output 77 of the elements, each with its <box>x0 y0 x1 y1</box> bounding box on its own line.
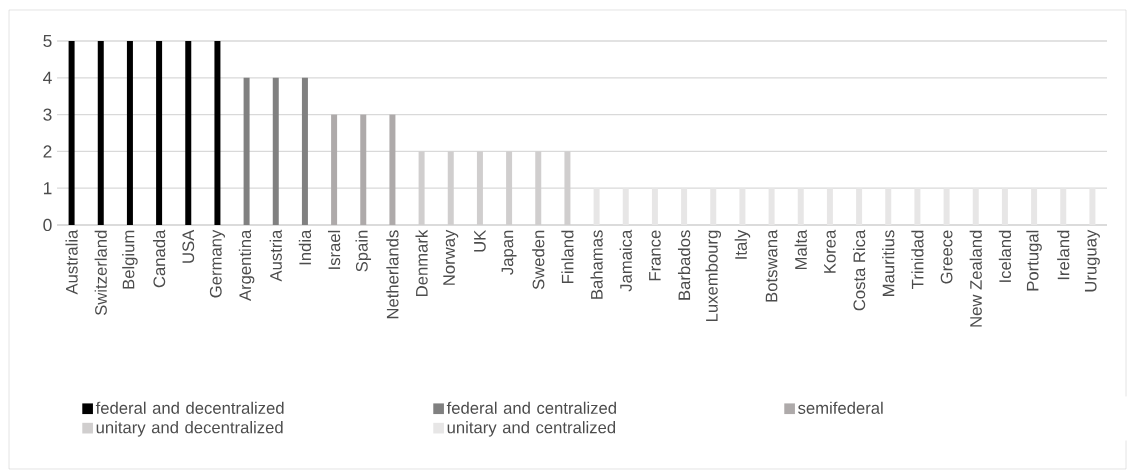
bar <box>826 188 833 225</box>
x-tick-label: Spain <box>355 230 372 272</box>
x-tick-label: Israel <box>327 230 341 269</box>
x-tick-label: Bahamas <box>590 230 603 299</box>
bar <box>593 188 600 225</box>
y-tick-label: 5 <box>43 34 52 48</box>
bar <box>68 41 75 225</box>
legend-label: federal and decentralized <box>95 401 284 414</box>
bar <box>214 41 221 225</box>
x-tick-label: Sweden <box>532 230 545 290</box>
x-tick-label: UK <box>474 229 486 252</box>
bar <box>360 114 367 225</box>
x-tick-label: USA <box>182 229 195 263</box>
bar <box>972 188 979 225</box>
bar <box>885 188 892 225</box>
bar <box>622 188 629 225</box>
bar <box>651 188 658 225</box>
x-tick-label: Trinidad <box>911 230 924 289</box>
legend-label: unitary and centralized <box>447 421 616 437</box>
x-tick-label: Argentina <box>238 229 255 301</box>
bar <box>739 188 746 225</box>
bar <box>1031 188 1038 225</box>
x-tick-label: Belgium <box>122 230 138 289</box>
x-tick-label: Iceland <box>998 230 1012 282</box>
x-tick-label: Austria <box>269 229 282 282</box>
x-tick-label: Greece <box>940 230 953 284</box>
x-tick-label: Canada <box>152 229 166 288</box>
bar <box>1060 188 1067 225</box>
bar <box>914 188 921 225</box>
bar <box>1089 188 1096 225</box>
x-tick-label: Japan <box>501 230 517 275</box>
bar <box>156 41 163 225</box>
x-tick-label: Denmark <box>415 229 428 296</box>
x-tick-label: Norway <box>443 229 459 285</box>
bar <box>97 41 104 225</box>
y-tick-label: 2 <box>43 145 52 158</box>
bar <box>126 41 133 225</box>
x-tick-label: Switzerland <box>94 230 107 316</box>
bar <box>243 77 250 225</box>
x-tick-label: Luxembourg <box>705 230 722 321</box>
bar <box>681 188 688 225</box>
bar <box>768 188 775 225</box>
x-tick-label: Netherlands <box>386 230 399 319</box>
x-tick-label: Botswana <box>765 229 778 302</box>
x-tick-label: Costa Rica <box>852 229 866 311</box>
y-tick-label: 1 <box>43 182 52 195</box>
y-tick-label: 4 <box>43 71 52 84</box>
bar <box>331 114 338 225</box>
x-tick-label: Portugal <box>1026 230 1042 291</box>
x-tick-label: New Zealand <box>969 230 982 327</box>
bar <box>272 77 279 225</box>
bar <box>1001 188 1008 225</box>
x-tick-label: Ireland <box>1057 230 1070 280</box>
legend-label: semifederal <box>798 401 883 414</box>
bar <box>710 188 717 225</box>
bar <box>943 188 950 225</box>
x-tick-label: India <box>298 229 312 265</box>
bar <box>389 114 396 225</box>
x-tick-label: Uruguay <box>1084 229 1100 292</box>
bar <box>797 188 804 225</box>
x-tick-label: Finland <box>561 230 574 283</box>
bar <box>856 188 863 225</box>
y-tick-label: 3 <box>43 108 52 121</box>
x-tick-label: Australia <box>65 229 78 295</box>
y-tick-label: 0 <box>43 218 52 232</box>
legend-label: federal and centralized <box>446 401 616 414</box>
x-tick-label: Mauritius <box>882 230 895 296</box>
x-tick-label: Germany <box>209 229 225 298</box>
bar <box>301 77 308 225</box>
x-tick-label: France <box>649 230 661 281</box>
legend-label: unitary and decentralized <box>96 421 283 437</box>
bar <box>185 41 192 225</box>
x-tick-label: Malta <box>794 229 807 270</box>
x-tick-label: Barbados <box>677 230 691 300</box>
x-tick-label: Italy <box>734 229 751 259</box>
x-tick-label: Jamaica <box>619 229 632 292</box>
x-tick-label: Korea <box>824 229 836 273</box>
